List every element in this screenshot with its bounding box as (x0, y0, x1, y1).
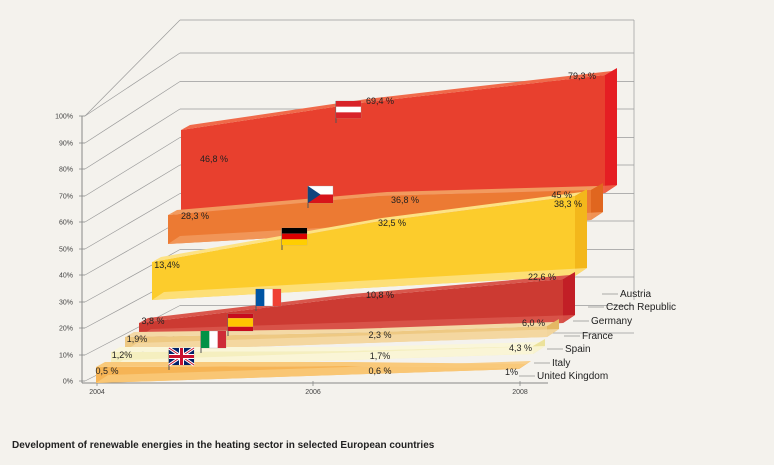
legend-label: France (582, 331, 614, 342)
grid-line (84, 108, 181, 170)
data-label: 45 % (551, 190, 572, 200)
band-face (168, 190, 591, 244)
flag-stripe (228, 326, 253, 331)
austria-flag (335, 100, 362, 123)
data-label: 1,7% (370, 351, 391, 361)
grid-line (84, 220, 181, 276)
band-side (575, 189, 587, 276)
y-tick-label: 50% (59, 247, 73, 254)
y-tick-label: 70% (59, 194, 73, 201)
data-label: 79,3 % (568, 71, 596, 81)
flag-stripe (336, 112, 361, 118)
y-tick-label: 60% (59, 220, 73, 227)
flag-stripe (228, 318, 253, 327)
band-rim (125, 329, 559, 351)
data-label: 13,4% (154, 260, 180, 270)
flag-stripe (256, 289, 265, 306)
italy-flag (200, 330, 227, 353)
y-tick-label: 40% (59, 273, 73, 280)
grid-line (84, 193, 181, 250)
band-side (563, 272, 575, 323)
legend-label: Spain (565, 344, 591, 355)
data-label: 1,9% (127, 334, 148, 344)
band-side (591, 183, 603, 220)
y-axis: 0% 10% 20% 30% 40% 50% 60% 70% 80% 90% 100% 2004 200… (55, 114, 548, 396)
x-tick-label: 2004 (89, 389, 105, 396)
data-label: 32,5 % (378, 218, 406, 228)
flag-cross (169, 355, 194, 358)
data-label: 0,6 % (368, 366, 391, 376)
band-top (181, 71, 612, 130)
grid-line (84, 164, 181, 223)
data-label: 4,3 % (509, 343, 532, 353)
legend-label: Czech Republic (606, 302, 676, 313)
flag-stripe (282, 233, 307, 240)
y-tick-label: 90% (59, 141, 73, 148)
flag-stripe (217, 331, 226, 348)
band-face (152, 196, 575, 300)
czech-flag (307, 185, 334, 208)
legend-label: Germany (591, 316, 632, 327)
data-label: 1,2% (112, 350, 133, 360)
x-tick-label: 2006 (305, 389, 321, 396)
data-label: 3,8 % (141, 316, 164, 326)
y-tick-label: 10% (59, 353, 73, 360)
y-tick-label: 100% (55, 114, 73, 121)
data-label: 28,3 % (181, 211, 209, 221)
grid-line (84, 305, 181, 356)
flag-stripe (228, 314, 253, 319)
x-tick-label: 2008 (512, 389, 528, 396)
band-top (125, 322, 554, 337)
band-top (111, 342, 540, 352)
y-tick-label: 80% (59, 167, 73, 174)
band-top (139, 275, 570, 323)
germany-flag (281, 227, 308, 250)
data-label: 2,3 % (368, 330, 391, 340)
grid-line (84, 81, 181, 144)
band-top (168, 186, 598, 215)
france-flag (255, 288, 282, 311)
band-top (152, 192, 582, 262)
data-label: 10,8 % (366, 290, 394, 300)
data-label: 69,4 % (366, 96, 394, 106)
band-side (605, 68, 617, 193)
flag-stripe (336, 101, 361, 107)
flag-stripe (272, 289, 281, 306)
flag-stripe (282, 239, 307, 245)
flag-stripe (308, 194, 333, 203)
grid-line (84, 52, 181, 117)
data-label: 36,8 % (391, 195, 419, 205)
flag-triangle (308, 186, 321, 203)
uk-flag (168, 346, 195, 370)
series-layer (96, 68, 617, 383)
band-face (181, 75, 605, 217)
y-tick-label: 20% (59, 326, 73, 333)
data-label: 38,3 % (554, 199, 582, 209)
data-label: 6,0 % (522, 318, 545, 328)
flag-stripe (282, 228, 307, 234)
legend-label: Italy (552, 358, 570, 369)
label-layer: 46,8 % 69,4 % 79,3 % Austria 28,3 % 36,8 % 38,… (95, 71, 676, 382)
y-tick-label: 30% (59, 300, 73, 307)
data-label: 46,8 % (200, 154, 228, 164)
band-rim (96, 361, 531, 383)
legend-label: United Kingdom (537, 371, 608, 382)
series-united-kingdom (96, 361, 531, 383)
data-label: 1% (505, 367, 518, 377)
data-label: 0,5 % (95, 366, 118, 376)
series-spain (125, 319, 559, 351)
flag-stripe (201, 331, 210, 348)
legend-label: Austria (620, 289, 652, 300)
chart-title: Development of renewable energies in the… (12, 440, 435, 451)
data-label: 22,6 % (528, 272, 556, 282)
spain-flag (227, 313, 254, 336)
grid-line (84, 19, 181, 117)
grid-line (84, 137, 181, 197)
y-tick-label: 0% (63, 379, 73, 386)
